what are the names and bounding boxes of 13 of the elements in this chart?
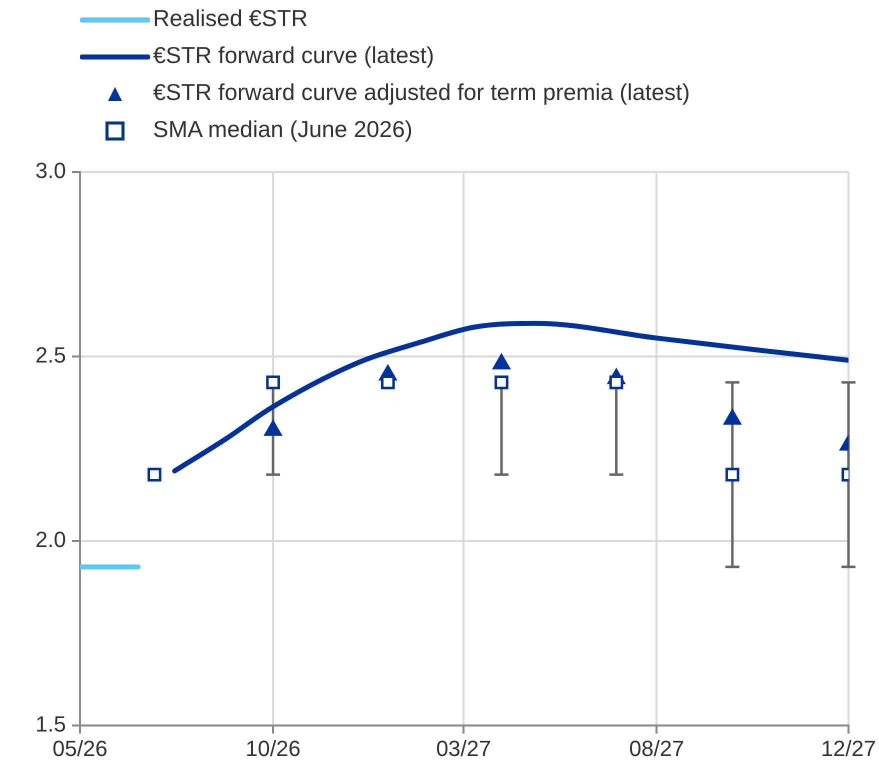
legend-label: €STR forward curve (latest) [153,42,434,69]
x-tick-label: 05/26 [52,736,108,761]
x-tick-label: 08/27 [629,736,684,761]
legend-label: SMA median (June 2026) [153,116,413,143]
y-tick-label: 2.5 [35,342,66,368]
legend-label: €STR forward curve adjusted for term premia (latest) [153,79,690,106]
x-tick-label: 03/27 [436,736,492,761]
y-tick-label: 2.0 [35,527,66,552]
y-tick-label: 1.5 [35,712,66,737]
x-tick-label: 12/27 [820,736,876,761]
y-tick-label: 3.0 [35,158,66,184]
x-tick-label: 10/26 [246,736,301,761]
legend-label: Realised €STR [153,5,308,32]
